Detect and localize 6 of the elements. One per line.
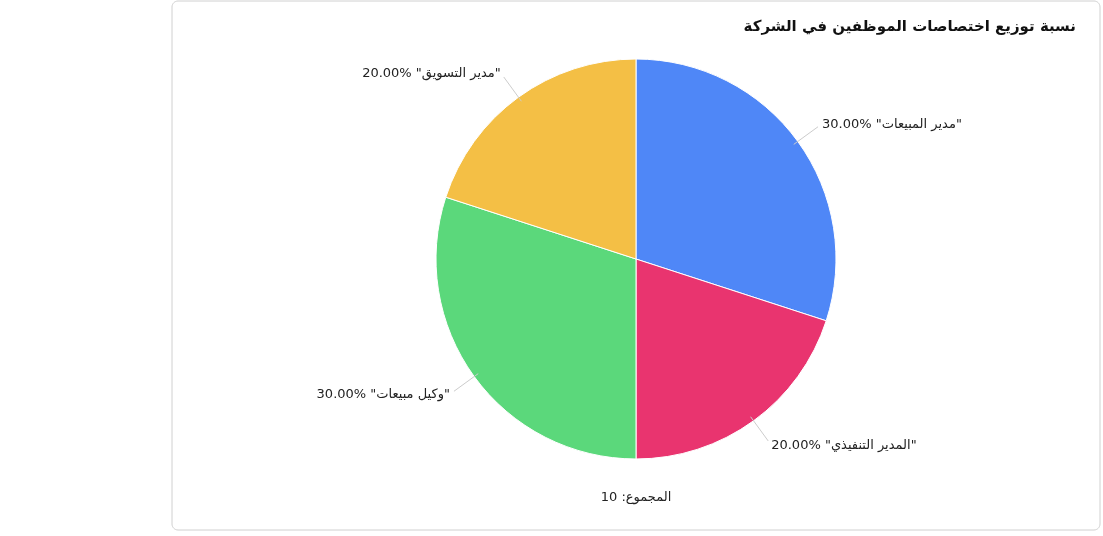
slice-label: 20.00% "مدير التسويق": [362, 64, 501, 81]
slice-label: 30.00% "مدير المبيعات": [822, 115, 962, 132]
slice-label: 20.00% "المدير التنفيذي": [771, 437, 917, 454]
slice-label: 30.00% "وكيل مبيعات": [316, 386, 450, 403]
text: المجموع: 10: [600, 489, 672, 505]
chart-title: نسبة توزيع اختصاصات الموظفين في الشركة: [743, 17, 1076, 35]
